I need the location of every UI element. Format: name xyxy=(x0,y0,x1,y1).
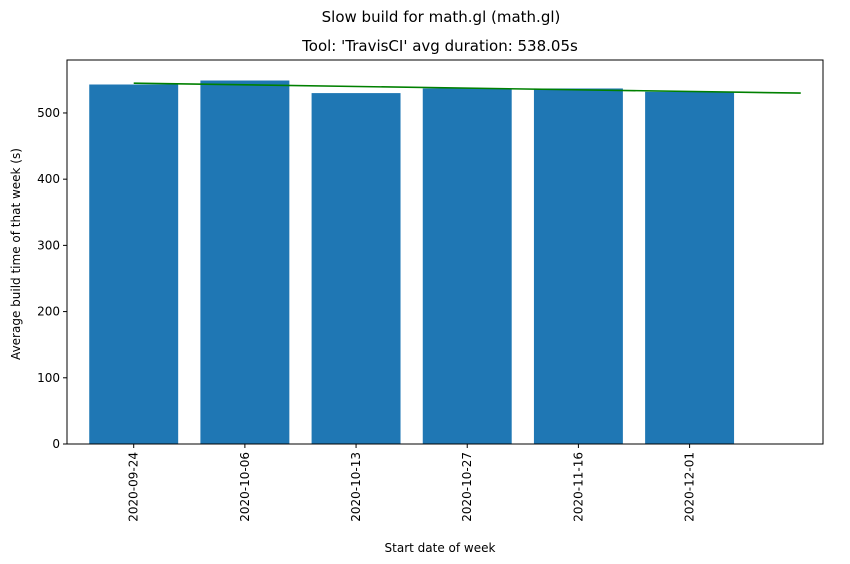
plot-area: 0 100 200 300 400 500 2020-09-24 2020-10-06 2020… xyxy=(37,59,824,522)
x-tick-label: 2020-10-13 xyxy=(349,452,363,522)
y-tick-label: 400 xyxy=(37,172,60,186)
bar xyxy=(89,84,179,444)
y-tick-label: 300 xyxy=(37,238,60,252)
x-tick-label: 2020-12-01 xyxy=(683,452,697,522)
x-tick-label: 2020-10-27 xyxy=(460,452,474,522)
bar xyxy=(645,91,735,444)
bar xyxy=(311,93,401,444)
y-axis-label: Average build time of that week (s) xyxy=(9,148,23,360)
axes-frame xyxy=(66,59,824,445)
y-tick-label: 100 xyxy=(37,371,60,385)
chart-title: Tool: 'TravisCI' avg duration: 538.05s xyxy=(301,37,578,55)
x-tick-label: 2020-10-06 xyxy=(238,452,252,522)
bar xyxy=(200,80,290,445)
trend-line xyxy=(133,82,801,94)
x-axis-label: Start date of week xyxy=(385,541,496,555)
bar xyxy=(422,88,512,444)
y-tick-label: 200 xyxy=(37,305,60,319)
bar xyxy=(533,88,623,444)
x-tick-label: 2020-11-16 xyxy=(571,452,585,522)
y-tick-label: 500 xyxy=(37,106,60,120)
chart-suptitle: Slow build for math.gl (math.gl) xyxy=(322,8,561,26)
y-tick-label: 0 xyxy=(52,437,60,451)
x-tick-label: 2020-09-24 xyxy=(127,452,141,522)
